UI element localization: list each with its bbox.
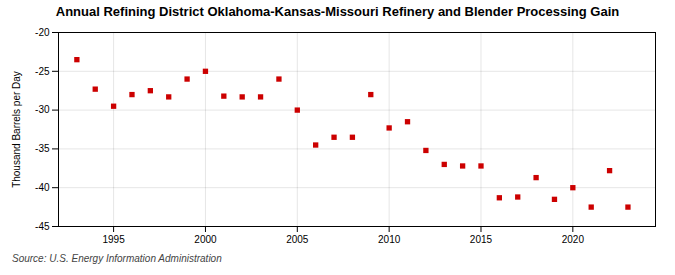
svg-text:2015: 2015 [470, 234, 493, 245]
svg-text:-40: -40 [35, 182, 50, 193]
html-text:Source: U.S. Energy Informatio: Source: U.S. Energy Information Administ… [12, 253, 222, 264]
svg-text:-25: -25 [35, 66, 50, 77]
svg-text:-30: -30 [35, 104, 50, 115]
svg-text:2005: 2005 [286, 234, 309, 245]
svg-text:-20: -20 [35, 27, 50, 38]
svg-text:Thousand Barrels per Day: Thousand Barrels per Day [11, 71, 22, 188]
svg-text:-35: -35 [35, 143, 50, 154]
svg-text:1995: 1995 [102, 234, 125, 245]
svg-text:-45: -45 [35, 221, 50, 232]
svg-text:2010: 2010 [378, 234, 401, 245]
html-text:Annual Refining District Oklah: Annual Refining District Oklahoma-Kansas… [55, 4, 620, 19]
svg-text:2000: 2000 [194, 234, 217, 245]
svg-text:2020: 2020 [562, 234, 585, 245]
